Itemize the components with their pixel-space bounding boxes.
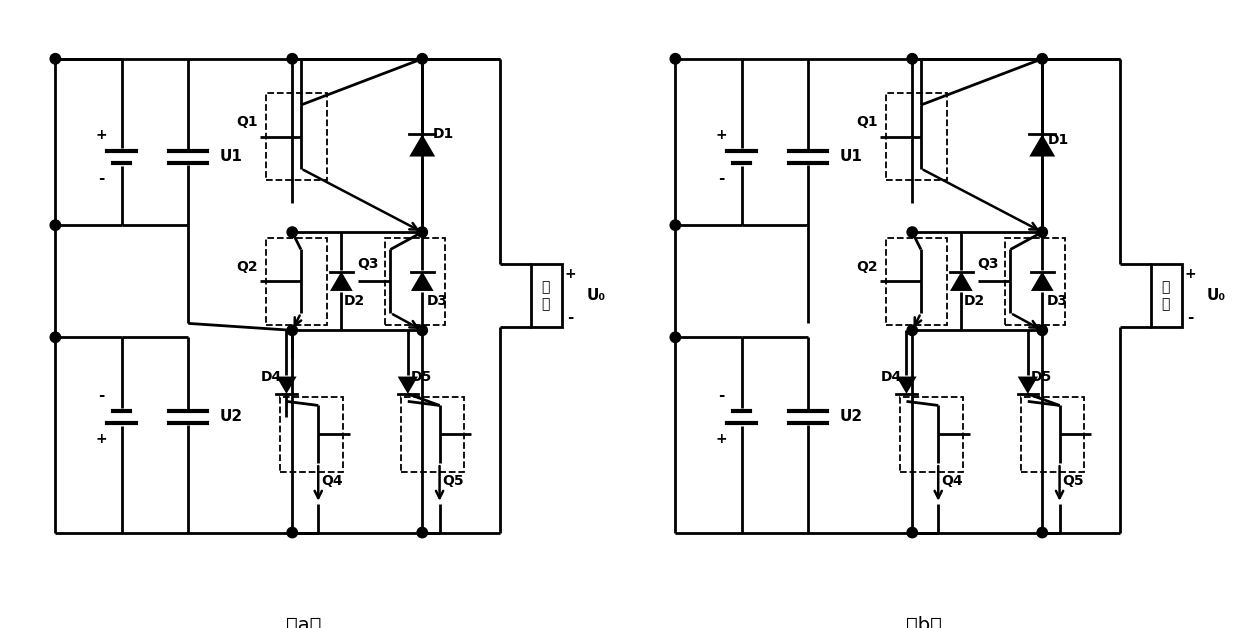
Text: +: +	[95, 432, 108, 446]
Bar	[1021, 397, 1085, 472]
Text: -: -	[98, 387, 104, 403]
Text: +: +	[95, 128, 108, 142]
Text: 负
载: 负 载	[541, 281, 549, 311]
Text: Q1: Q1	[236, 116, 258, 129]
Bar	[887, 238, 947, 325]
Text: D3: D3	[427, 295, 448, 308]
Text: -: -	[568, 310, 574, 325]
Circle shape	[670, 53, 681, 64]
Circle shape	[50, 53, 61, 64]
Circle shape	[286, 227, 298, 237]
Bar	[401, 397, 465, 472]
Text: +: +	[715, 432, 728, 446]
Bar	[267, 238, 327, 325]
Polygon shape	[1030, 271, 1054, 291]
Text: D2: D2	[345, 295, 366, 308]
Polygon shape	[277, 377, 296, 394]
Polygon shape	[409, 134, 435, 156]
Polygon shape	[410, 271, 434, 291]
Text: -: -	[98, 171, 104, 187]
Bar	[384, 238, 445, 325]
Circle shape	[50, 220, 61, 230]
Circle shape	[417, 53, 428, 64]
Text: -: -	[718, 171, 724, 187]
Circle shape	[417, 227, 428, 237]
Text: -: -	[718, 387, 724, 403]
Text: Q5: Q5	[443, 474, 464, 487]
Text: Q2: Q2	[856, 260, 878, 274]
Polygon shape	[330, 271, 352, 291]
Text: D5: D5	[1030, 369, 1052, 384]
Text: U1: U1	[219, 149, 243, 165]
Polygon shape	[1018, 377, 1038, 394]
Text: Q4: Q4	[941, 474, 962, 487]
Bar	[1004, 238, 1065, 325]
Text: （b）: （b）	[906, 615, 941, 628]
Bar	[887, 94, 947, 180]
Circle shape	[286, 528, 298, 538]
Text: U2: U2	[839, 409, 863, 425]
Text: U2: U2	[219, 409, 243, 425]
Circle shape	[1037, 227, 1048, 237]
Text: U₀: U₀	[1207, 288, 1226, 303]
Text: +: +	[715, 128, 728, 142]
Text: D4: D4	[260, 369, 281, 384]
Text: U1: U1	[839, 149, 863, 165]
Text: D3: D3	[1047, 295, 1068, 308]
Text: D5: D5	[410, 369, 432, 384]
Bar	[899, 397, 963, 472]
Bar	[267, 94, 327, 180]
Text: D1: D1	[1048, 133, 1069, 147]
Text: +: +	[565, 267, 577, 281]
Circle shape	[286, 53, 298, 64]
Text: Q1: Q1	[856, 116, 878, 129]
Text: Q4: Q4	[321, 474, 342, 487]
Circle shape	[906, 53, 918, 64]
Text: D4: D4	[880, 369, 901, 384]
Text: （a）: （a）	[286, 615, 321, 628]
Circle shape	[670, 220, 681, 230]
Text: Q2: Q2	[236, 260, 258, 274]
Circle shape	[50, 332, 61, 342]
Circle shape	[1037, 325, 1048, 335]
Polygon shape	[398, 377, 418, 394]
Text: U₀: U₀	[587, 288, 606, 303]
Circle shape	[906, 528, 918, 538]
Circle shape	[1037, 528, 1048, 538]
Circle shape	[417, 528, 428, 538]
Text: -: -	[1188, 310, 1194, 325]
Circle shape	[906, 325, 918, 335]
Text: Q5: Q5	[1063, 474, 1084, 487]
Circle shape	[670, 332, 681, 342]
Text: +: +	[1185, 267, 1197, 281]
Circle shape	[286, 325, 298, 335]
Bar	[279, 397, 343, 472]
Circle shape	[1037, 53, 1048, 64]
Text: D1: D1	[433, 127, 454, 141]
Circle shape	[906, 227, 918, 237]
Text: Q3: Q3	[357, 257, 379, 271]
Polygon shape	[897, 377, 916, 394]
Bar	[1151, 264, 1183, 327]
Circle shape	[417, 325, 428, 335]
Bar	[531, 264, 563, 327]
Polygon shape	[950, 271, 972, 291]
Text: 负
载: 负 载	[1161, 281, 1169, 311]
Polygon shape	[1029, 134, 1055, 156]
Text: Q3: Q3	[977, 257, 999, 271]
Text: D2: D2	[965, 295, 986, 308]
